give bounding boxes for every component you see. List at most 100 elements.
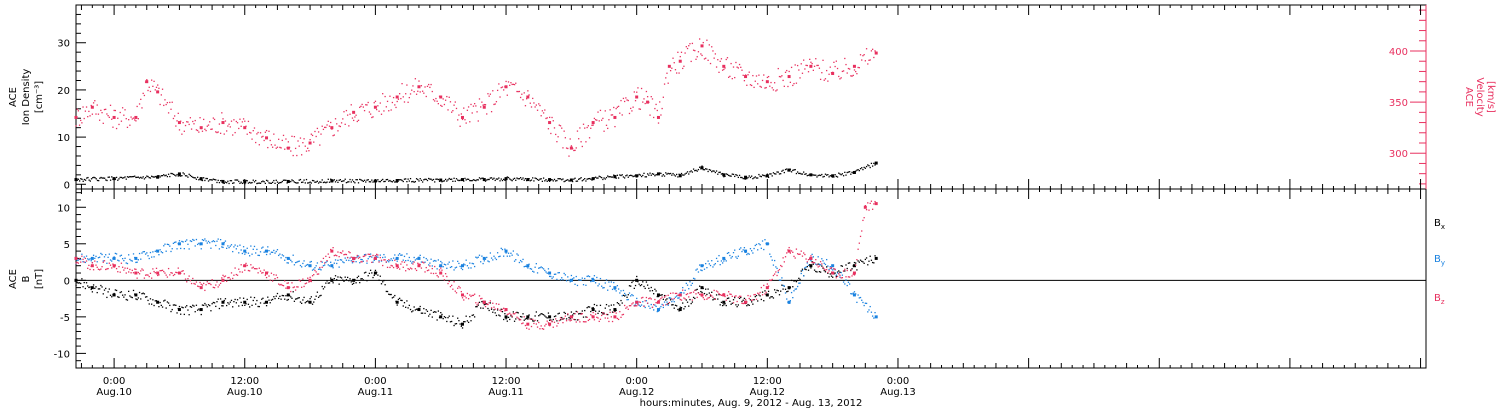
trace-point [118,123,120,126]
trace-point [435,97,437,100]
trace-point [268,299,270,301]
trace-point [777,171,779,173]
trace-point [321,179,323,181]
trace-point [578,138,580,140]
trace-point [795,82,798,84]
trace-point [242,265,245,267]
trace-point [708,168,710,171]
trace-point [811,253,813,256]
trace-point [438,316,441,319]
trace-point [227,180,229,182]
trace-point [721,69,724,71]
trace-point [158,305,160,308]
trace-point [517,254,519,256]
trace-point [309,261,311,263]
data-point [591,177,595,181]
trace-point [391,297,394,299]
trace-point [533,322,535,325]
trace-point [129,295,131,297]
trace-point [527,179,529,181]
trace-point [673,297,675,300]
trace-point [697,51,700,53]
trace-point [417,262,419,264]
trace-point [530,268,533,270]
trace-point [159,301,161,304]
data-point [221,300,225,304]
data-point [177,242,181,246]
trace-point [544,180,546,182]
trace-point [476,111,478,113]
trace-point [141,268,143,270]
trace-point [134,175,136,177]
trace-point [261,181,263,183]
data-point [809,64,813,68]
trace-point [853,261,856,264]
trace-point [686,284,689,286]
trace-point [688,296,690,298]
trace-point [845,174,847,176]
data-point [765,174,769,178]
trace-point [753,177,755,179]
trace-point [279,146,281,149]
trace-point [823,175,825,178]
trace-point [763,74,765,76]
trace-point [634,100,637,102]
trace-point [765,291,767,293]
trace-point [304,145,306,147]
trace-point [287,298,289,301]
trace-point [473,265,476,268]
trace-point [475,105,477,107]
trace-point [435,260,437,262]
trace-point [164,99,166,101]
trace-point [229,245,231,247]
trace-point [239,271,241,273]
trace-point [183,247,185,250]
trace-point [137,297,139,299]
trace-point [198,131,200,133]
trace-point [77,259,80,261]
trace-point [706,293,708,296]
trace-point [821,263,823,265]
trace-point [273,249,275,252]
trace-point [599,176,602,178]
legend-bx: Bx [1434,218,1445,231]
trace-point [621,314,623,316]
data-point [265,271,269,275]
trace-point [691,282,694,285]
trace-point [420,179,423,181]
trace-point [270,144,273,146]
trace-point [319,295,321,297]
trace-point [827,265,829,267]
trace-point [413,306,415,308]
trace-point [464,119,466,121]
trace-point [787,85,789,88]
trace-point [85,255,88,257]
trace-point [505,318,507,320]
trace-point [460,325,462,327]
trace-point [215,179,217,181]
trace-point [683,297,685,299]
data-point [744,75,748,79]
trace-point [371,261,373,264]
trace-point [158,87,160,89]
trace-point [98,256,101,258]
trace-point [85,106,88,108]
trace-point [836,176,839,178]
trace-point [81,253,83,255]
trace-point [564,137,567,139]
trace-point [201,284,204,286]
trace-point [95,178,97,180]
trace-point [406,264,408,266]
trace-point [319,266,321,269]
trace-point [609,109,611,111]
trace-point [216,301,218,303]
trace-point [706,298,708,300]
trace-point [246,264,248,267]
trace-point [500,86,502,89]
trace-point [625,294,627,296]
trace-point [488,178,490,181]
data-point [395,264,399,268]
data-point [635,174,639,178]
trace-point [348,125,350,127]
